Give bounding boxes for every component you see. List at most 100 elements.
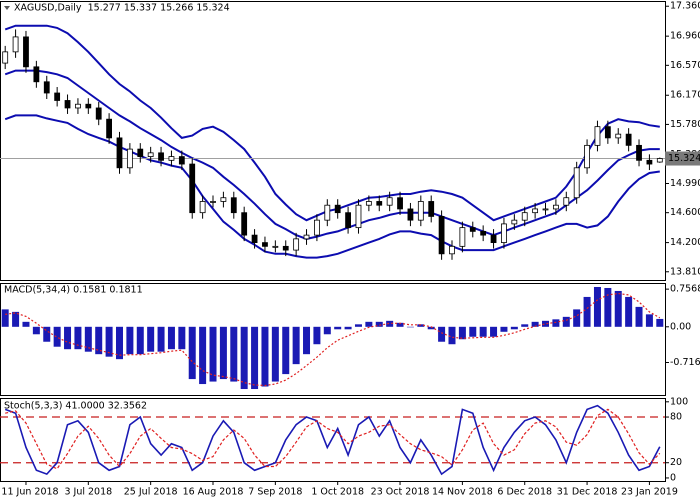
y-tick-label: 14.200: [670, 237, 700, 248]
band-middle: [4, 69, 660, 240]
y-tick-label: 0: [670, 472, 676, 483]
candle-body: [584, 144, 590, 169]
candle-body: [12, 36, 19, 53]
x-tick-label: 14 Nov 2018: [432, 487, 493, 498]
candle-body: [417, 201, 424, 221]
stoch-line: [5, 408, 661, 470]
candle-body: [604, 126, 611, 139]
candle-body: [324, 204, 331, 221]
macd-bar: [593, 286, 601, 327]
candle-body: [501, 223, 507, 244]
macd-bar: [178, 326, 186, 350]
candle-body: [355, 204, 362, 229]
candle-body: [147, 152, 154, 157]
candle-body: [407, 208, 414, 221]
candle-body: [490, 234, 497, 244]
y-tick-label: 13.810: [670, 266, 700, 277]
candle-body: [64, 100, 71, 109]
macd-bar: [95, 326, 103, 355]
macd-bar: [282, 326, 290, 375]
y-tick-label: 80: [670, 412, 682, 423]
candle-body: [189, 163, 196, 214]
macd-bar: [614, 290, 622, 327]
candle-body: [511, 219, 518, 225]
pane-border: [0, 398, 666, 482]
macd-bar: [147, 326, 155, 352]
macd-bar: [500, 326, 508, 332]
macd-bar: [406, 326, 414, 328]
band-lower: [4, 114, 660, 259]
candle-body: [521, 212, 528, 221]
macd-bar: [635, 306, 643, 327]
macd-bar: [251, 326, 259, 390]
macd-bar: [261, 326, 269, 387]
candle-body: [397, 197, 403, 210]
price-label: 15.324: [668, 153, 700, 164]
candle-body: [542, 208, 549, 211]
x-tick-label: 16 Aug 2018: [183, 487, 244, 498]
candle-body: [459, 227, 466, 247]
candle-body: [220, 197, 227, 202]
candle-body: [376, 201, 383, 206]
macd-bar: [386, 320, 394, 327]
candle-body: [594, 126, 601, 146]
y-tick-label: 16.960: [670, 31, 700, 42]
macd-bar: [209, 326, 217, 382]
macd-bar: [84, 326, 92, 352]
candle-body: [646, 159, 653, 165]
candle-body: [625, 133, 632, 146]
macd-bar: [115, 326, 123, 360]
candle-body: [480, 230, 487, 236]
macd-bar: [645, 314, 653, 327]
y-tick-label: 0.00: [670, 321, 691, 332]
candle-body: [334, 204, 341, 214]
candle-body: [33, 66, 40, 83]
y-tick-label: 0.7568: [670, 284, 700, 295]
candle-body: [2, 51, 9, 64]
candle-body: [95, 107, 102, 120]
macd-bar: [313, 326, 321, 345]
macd-bar: [12, 311, 20, 327]
macd-bar: [344, 326, 352, 330]
macd-bar: [427, 326, 435, 330]
macd-bar: [167, 326, 175, 350]
candle-body: [438, 216, 445, 255]
candle-body: [116, 137, 123, 169]
candle-body: [386, 197, 393, 206]
candle-body: [615, 133, 622, 139]
candle-body: [241, 212, 248, 236]
candle-body: [552, 204, 559, 210]
candle-body: [251, 234, 258, 244]
macd-title: MACD(5,34,4) 0.1581 0.1811: [4, 285, 143, 296]
candle-body: [158, 152, 164, 161]
macd-bar: [458, 326, 466, 340]
candle-body: [262, 242, 268, 247]
candle-body: [293, 238, 300, 251]
y-tick-label: 16.570: [670, 60, 700, 71]
candle-body: [126, 148, 133, 169]
x-tick-label: 1 Oct 2018: [311, 487, 364, 498]
macd-bar: [438, 326, 446, 342]
macd-bar: [105, 326, 113, 357]
macd-bar: [656, 318, 664, 327]
x-tick-label: 6 Dec 2018: [497, 487, 552, 498]
macd-bar: [365, 321, 373, 327]
macd-bar: [375, 321, 383, 327]
candle-body: [532, 208, 539, 214]
macd-bar: [43, 326, 51, 342]
x-tick-label: 3 Jul 2018: [64, 487, 112, 498]
candle-body: [199, 201, 206, 214]
y-tick-label: -0.7168: [670, 357, 700, 368]
macd-bar: [230, 326, 238, 382]
macd-bar: [562, 316, 570, 327]
x-tick-label: 25 Jul 2018: [124, 487, 178, 498]
macd-bar: [479, 326, 487, 337]
macd-bar: [136, 326, 144, 355]
macd-bar: [1, 309, 9, 327]
macd-bar: [625, 296, 633, 327]
candle-body: [573, 167, 580, 199]
macd-bar: [604, 287, 612, 327]
y-tick-label: 15.780: [670, 119, 700, 130]
candle-body: [365, 201, 372, 206]
